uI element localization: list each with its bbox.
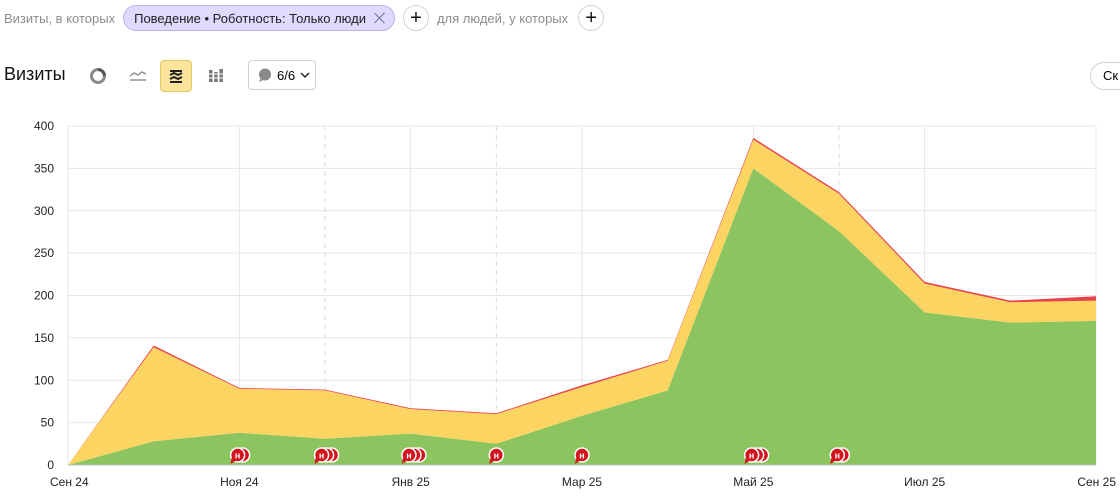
y-tick-label: 350 [34,161,54,175]
note-marker-label: н [235,451,240,461]
note-marker-tail [575,458,581,464]
plus-icon: + [410,7,422,29]
notes-count: 6/6 [277,67,296,83]
x-tick-label: Июл 25 [904,475,945,489]
filter-chip-label: Поведение • Роботность: Только люди [134,10,366,26]
y-tick-label: 200 [34,289,54,303]
note-marker-tail [489,458,496,464]
y-tick-label: 250 [34,246,54,260]
note-marker-group[interactable]: н [401,447,427,464]
y-tick-label: 100 [34,373,54,387]
chart-axes: 0 50 100 150 200 250 300 350 400 Сен 24 Ноя 24 Янв … [34,119,1116,489]
note-marker-label: н [579,451,584,461]
behavior-filter-chip[interactable]: Поведение • Роботность: Только люди [123,5,395,31]
area-series-2 [68,139,1096,465]
stacked-area-view-button[interactable] [160,60,192,92]
note-marker-group[interactable]: н [829,447,851,464]
note-marker-tail [830,458,837,464]
note-marker[interactable] [743,447,760,463]
y-tick-label: 400 [34,119,54,133]
pie-chart-icon [90,68,106,84]
bar-chart-icon [209,69,223,82]
note-marker-label: н [406,451,411,461]
chevron-down-icon [300,72,310,79]
add-user-condition-button[interactable]: + [578,5,605,31]
note-marker-group[interactable]: н [743,447,770,464]
y-tick-label: 50 [41,416,55,430]
filter-prefix-label: Визиты, в которых [4,10,116,26]
line-chart-view-button[interactable] [122,60,154,92]
note-marker[interactable] [574,447,590,463]
y-tick-label: 300 [34,204,54,218]
area-series-1 [68,168,1096,465]
add-visit-condition-button[interactable]: + [402,5,429,31]
page-title: Визиты [4,64,66,84]
x-tick-label: Сен 24 [50,475,89,489]
segment-filter-row: Визиты, в которых Поведение • Роботность… [4,4,605,32]
note-marker[interactable] [488,447,505,463]
plus-icon: + [585,7,597,29]
note-marker-tail [230,458,237,464]
note-marker[interactable] [829,447,846,463]
note-marker-tail [401,458,408,464]
note-marker[interactable] [313,447,330,463]
note-marker-group[interactable]: н [313,447,340,464]
note-marker-label: н [319,451,324,461]
speech-bubble-icon [259,68,271,82]
note-marker-label: н [835,451,840,461]
note-marker-label: н [749,451,754,461]
x-tick-label: Янв 25 [391,475,430,489]
note-marker-group[interactable]: н [229,447,251,464]
filter-middle-label: для людей, у которых [436,10,569,26]
note-marker-group[interactable]: н [574,447,590,464]
chart-areas [68,137,1096,465]
x-tick-label: Май 25 [733,475,774,489]
x-tick-label: Ноя 24 [220,475,259,489]
cut-data-button[interactable]: Ск [1090,62,1120,90]
note-marker-tail [744,458,751,464]
stacked-area-icon [169,70,183,83]
note-marker-label: н [494,451,499,461]
close-icon[interactable] [374,12,386,24]
note-marker-tail [314,458,321,464]
chart-toolbar: Визиты 6/6 Ск [4,60,1120,92]
x-tick-label: Сен 25 [1077,475,1116,489]
pie-chart-view-button[interactable] [82,60,114,92]
notes-filter-button[interactable]: 6/6 [248,60,316,90]
line-chart-icon [129,71,147,81]
note-marker-group[interactable]: н [488,447,505,464]
note-marker[interactable] [401,447,417,463]
y-tick-label: 0 [47,458,54,472]
y-tick-label: 150 [34,331,54,345]
x-tick-label: Мар 25 [562,475,602,489]
note-marker[interactable] [229,447,246,463]
visits-stacked-area-chart: 0 50 100 150 200 250 300 350 400 Сен 24 Ноя 24 Янв … [34,119,1116,489]
bar-chart-view-button[interactable] [200,60,232,92]
